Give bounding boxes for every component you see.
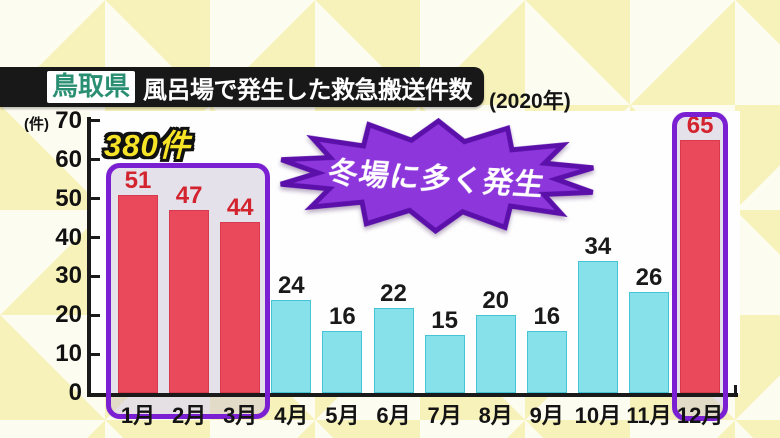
bar-value-2月: 47 bbox=[175, 182, 203, 210]
y-tick-label-10: 10 bbox=[55, 340, 82, 368]
region-badge: 鳥取県 bbox=[47, 71, 136, 103]
page-title: 風呂場で発生した救急搬送件数 bbox=[143, 76, 473, 104]
month-label-3月: 3月 bbox=[223, 403, 258, 428]
y-tick-70 bbox=[91, 119, 100, 123]
bar-10月 bbox=[577, 260, 618, 393]
winter-box-jan-mar bbox=[106, 163, 270, 419]
y-tick-label-60: 60 bbox=[55, 145, 82, 173]
bar-5月 bbox=[322, 330, 363, 393]
bar-value-6月: 22 bbox=[380, 279, 407, 307]
y-tick-40 bbox=[91, 236, 100, 240]
bar-4月 bbox=[271, 299, 312, 393]
bar-value-12月: 65 bbox=[686, 112, 714, 140]
month-label-5月: 5月 bbox=[325, 403, 360, 428]
bar-value-5月: 16 bbox=[329, 302, 356, 330]
month-label-1月: 1月 bbox=[120, 403, 156, 428]
bar-value-8月: 20 bbox=[482, 287, 510, 315]
month-label-4月: 4月 bbox=[274, 403, 309, 428]
starburst-callout: 冬場に多く発生 bbox=[271, 114, 604, 239]
x-axis-end-tick bbox=[734, 385, 737, 394]
month-label-7月: 7月 bbox=[427, 403, 462, 428]
year-note: (2020年) bbox=[489, 90, 571, 113]
starburst-shape bbox=[280, 117, 594, 235]
bar-6月 bbox=[373, 307, 414, 393]
y-tick-label-50: 50 bbox=[55, 184, 82, 212]
total-cases-label: 380件 bbox=[104, 128, 191, 163]
bar-value-7月: 15 bbox=[431, 306, 458, 334]
bar-7月 bbox=[424, 334, 465, 393]
bar-value-4月: 24 bbox=[277, 271, 305, 299]
y-tick-label-0: 0 bbox=[68, 379, 82, 406]
y-tick-50 bbox=[91, 197, 100, 201]
y-tick-label-20: 20 bbox=[55, 301, 82, 329]
y-tick-60 bbox=[91, 158, 100, 162]
month-label-9月: 9月 bbox=[529, 403, 564, 428]
bar-2月 bbox=[169, 210, 210, 393]
y-tick-label-70: 70 bbox=[55, 106, 82, 134]
bar-value-10月: 34 bbox=[584, 232, 612, 260]
bar-11月 bbox=[629, 291, 669, 393]
month-label-8月: 8月 bbox=[478, 403, 513, 428]
bar-value-3月: 44 bbox=[226, 194, 254, 222]
winter-box-dec bbox=[672, 112, 728, 421]
x-axis-line bbox=[87, 393, 738, 397]
month-label-2月: 2月 bbox=[171, 403, 207, 428]
bar-1月 bbox=[118, 194, 158, 393]
bar-9月 bbox=[526, 330, 567, 393]
month-label-10月: 10月 bbox=[574, 403, 622, 428]
bar-12月 bbox=[680, 140, 721, 393]
y-tick-label-30: 30 bbox=[55, 262, 82, 290]
month-label-12月: 12月 bbox=[676, 403, 724, 428]
title-bar: 鳥取県 風呂場で発生した救急搬送件数 bbox=[0, 67, 484, 107]
bar-8月 bbox=[475, 315, 516, 393]
y-axis-line bbox=[87, 117, 91, 397]
bar-value-9月: 16 bbox=[533, 302, 561, 330]
month-label-11月: 11月 bbox=[626, 403, 672, 428]
month-label-6月: 6月 bbox=[376, 403, 411, 428]
y-tick-20 bbox=[91, 313, 100, 317]
y-tick-10 bbox=[91, 352, 100, 356]
y-axis-unit-label: (件) bbox=[24, 116, 49, 133]
y-tick-30 bbox=[91, 274, 100, 278]
starburst-text: 冬場に多く発生 bbox=[324, 156, 548, 203]
bar-value-1月: 51 bbox=[124, 166, 152, 194]
bar-value-11月: 26 bbox=[635, 263, 663, 291]
bar-3月 bbox=[220, 222, 261, 393]
y-tick-label-40: 40 bbox=[55, 223, 82, 251]
